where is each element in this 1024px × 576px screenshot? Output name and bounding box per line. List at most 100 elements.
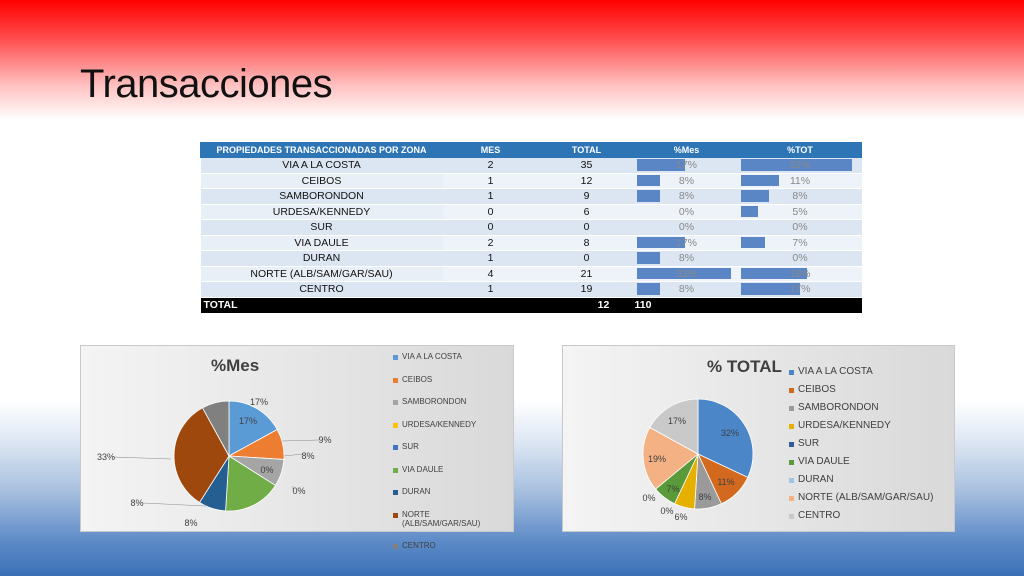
total-empty xyxy=(738,297,862,314)
data-bar xyxy=(740,159,852,171)
pct-mes-cell: 17% xyxy=(634,235,739,251)
zone-cell: SAMBORONDON xyxy=(200,188,443,205)
legend-swatch xyxy=(789,514,794,519)
data-bar xyxy=(636,267,731,279)
pct-mes-cell: 8% xyxy=(634,281,739,298)
data-label: 9% xyxy=(318,435,331,445)
chart-pct-total: % TOTAL 32% 11% 8% 6% 0% 7% 0% 19% 17% VIA A LA … xyxy=(562,345,955,532)
legend-label: CEIBOS xyxy=(798,384,836,395)
zone-cell: VIA A LA COSTA xyxy=(200,157,443,174)
table-row: SAMBORONDON 1 9 8% 8% xyxy=(200,188,862,205)
legend-swatch xyxy=(789,478,794,483)
pct-value: 7% xyxy=(792,236,808,249)
data-bar xyxy=(636,252,660,264)
legend-item: DURAN xyxy=(789,474,933,485)
total-row: TOTAL 12 110 xyxy=(200,297,862,314)
legend-label: DURAN xyxy=(798,474,834,485)
pct-value: 8% xyxy=(678,252,695,265)
zone-cell: CENTRO xyxy=(200,281,443,298)
pie-slice xyxy=(225,455,276,512)
legend-item: NORTE (ALB/SAM/GAR/SAU) xyxy=(789,492,933,503)
data-label: 6% xyxy=(674,512,687,522)
data-label: 8% xyxy=(184,518,197,528)
legend-label: VIA A LA COSTA xyxy=(402,352,462,361)
pct-value: 17% xyxy=(789,283,811,296)
legend-label: VIA DAULE xyxy=(402,464,444,474)
header-pct-tot: %TOT xyxy=(738,142,862,158)
pct-value: 0% xyxy=(792,252,808,265)
pct-tot-cell: 11% xyxy=(738,173,862,189)
header-pct-mes: %Mes xyxy=(634,142,739,158)
legend-item: CENTRO xyxy=(789,510,933,521)
legend-label: SAMBORONDON xyxy=(798,402,879,413)
pct-value: 0% xyxy=(678,221,695,234)
slide-title: Transacciones xyxy=(80,62,333,106)
leader-line xyxy=(283,453,304,457)
legend-item: URDESA/KENNEDY xyxy=(789,420,933,431)
data-label: 0% xyxy=(642,493,655,503)
pct-value: 5% xyxy=(792,205,808,218)
pct-mes-cell: 8% xyxy=(634,250,739,267)
data-label: 8% xyxy=(698,492,711,502)
pct-value: 17% xyxy=(675,159,697,172)
total-cell: 8 xyxy=(538,235,635,251)
legend-item: SUR xyxy=(789,438,933,449)
mes-cell: 1 xyxy=(442,173,539,189)
data-label: 0% xyxy=(660,506,673,516)
legend-label: SAMBORONDON xyxy=(402,397,467,406)
mes-cell: 0 xyxy=(442,219,539,236)
pct-mes-cell: 17% xyxy=(634,157,739,174)
chart-pct-mes: %Mes 17% 9% 8% 0% 0% 17% 8% 33% 8% VIA A LA COST… xyxy=(80,345,514,550)
legend-swatch xyxy=(789,442,794,447)
zones-table: PROPIEDADES TRANSACCIONADAS POR ZONA MES… xyxy=(200,142,862,314)
zone-cell: URDESA/KENNEDY xyxy=(200,204,443,220)
header-mes: MES xyxy=(442,142,539,158)
legend-item: VIA A LA COSTA xyxy=(393,352,502,361)
pct-value: 32% xyxy=(789,159,811,172)
pct-value: 8% xyxy=(678,174,695,187)
data-label: 33% xyxy=(97,452,115,462)
chart-title: %Mes xyxy=(211,356,260,375)
legend-swatch xyxy=(393,422,398,428)
legend-label: VIA DAULE xyxy=(798,456,850,467)
pie-slice xyxy=(697,398,754,478)
table-header-row: PROPIEDADES TRANSACCIONADAS POR ZONA MES… xyxy=(200,142,862,158)
zone-cell: VIA DAULE xyxy=(200,235,443,251)
pie-chart: 17% 9% 8% 0% 0% 17% 8% 33% 8% xyxy=(97,397,332,528)
legend-label: NORTE (ALB/SAM/GAR/SAU) xyxy=(402,509,481,528)
pct-tot-cell: 19% xyxy=(738,266,862,282)
pct-value: 17% xyxy=(675,236,697,249)
legend-swatch xyxy=(393,467,398,473)
pct-mes-cell: 8% xyxy=(634,188,739,205)
legend-item: VIA A LA COSTA xyxy=(789,366,933,377)
legend-item: VIA DAULE xyxy=(393,465,502,474)
data-label: 0% xyxy=(260,465,273,475)
pct-tot-cell: 0% xyxy=(738,250,862,267)
legend-item: SUR xyxy=(393,442,502,451)
legend-swatch xyxy=(393,377,398,383)
data-label: 8% xyxy=(130,498,143,508)
legend-item: NORTE (ALB/SAM/GAR/SAU) xyxy=(393,510,502,528)
mes-cell: 1 xyxy=(442,281,539,298)
mes-cell: 1 xyxy=(442,188,539,205)
total-cell: 19 xyxy=(538,281,635,298)
legend-label: CENTRO xyxy=(798,510,841,521)
pct-mes-cell: 0% xyxy=(634,219,739,236)
pct-value: 19% xyxy=(789,267,811,280)
data-label: 8% xyxy=(301,451,314,461)
data-label: 17% xyxy=(239,416,257,426)
leader-line xyxy=(142,502,207,507)
pct-value: 8% xyxy=(792,190,808,203)
pct-tot-cell: 0% xyxy=(738,219,862,236)
legend-label: CEIBOS xyxy=(402,374,433,384)
pct-value: 0% xyxy=(678,205,695,218)
pie-slice xyxy=(642,426,699,490)
legend-label: CENTRO xyxy=(402,541,436,550)
data-bar xyxy=(740,174,779,186)
mes-cell: 2 xyxy=(442,157,539,174)
pct-tot-cell: 17% xyxy=(738,281,862,298)
legend-label: SUR xyxy=(798,438,820,449)
table-row: DURAN 1 0 8% 0% xyxy=(200,250,862,267)
header-total: TOTAL xyxy=(538,142,635,158)
pct-tot-cell: 7% xyxy=(738,235,862,251)
